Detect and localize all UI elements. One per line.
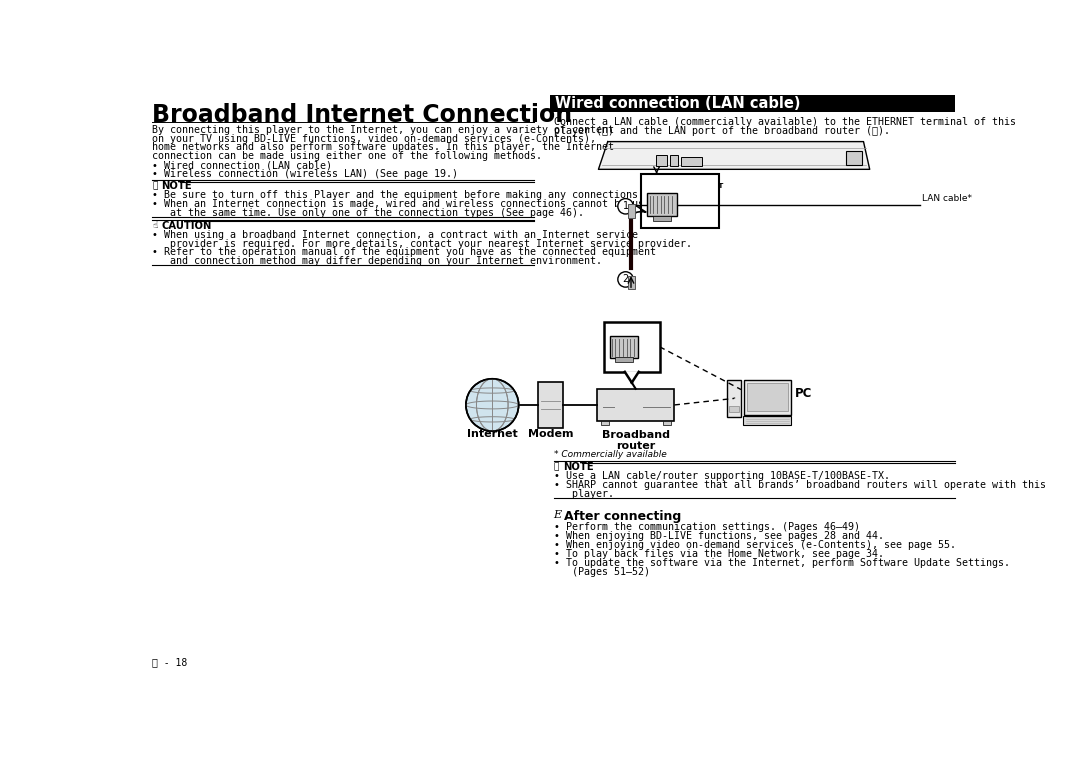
Bar: [600, 421, 608, 425]
Text: provider is required. For more details, contact your nearest Internet service pr: provider is required. For more details, …: [152, 239, 692, 249]
Bar: [550, 95, 955, 112]
Bar: [670, 156, 677, 166]
Text: • To play back files via the Home Network, see page 34.: • To play back files via the Home Networ…: [554, 549, 883, 559]
Text: ETHERNET
(10/100): ETHERNET (10/100): [681, 183, 724, 196]
Text: • Wireless connection (wireless LAN) (See page 19.): • Wireless connection (wireless LAN) (Se…: [152, 169, 458, 179]
Text: and connection method may differ depending on your Internet environment.: and connection method may differ dependi…: [152, 256, 602, 266]
Text: ⎘: ⎘: [152, 181, 158, 190]
Bar: [653, 215, 671, 221]
Text: • Be sure to turn off this Player and the equipment before making any connection: • Be sure to turn off this Player and th…: [152, 190, 644, 200]
Bar: [847, 151, 862, 165]
Bar: [743, 416, 792, 425]
Bar: [647, 193, 677, 216]
Text: player (①) and the LAN port of the broadband router (②).: player (①) and the LAN port of the broad…: [554, 126, 890, 136]
Text: By connecting this player to the Internet, you can enjoy a variety of content: By connecting this player to the Interne…: [152, 124, 615, 135]
Text: NOTE: NOTE: [161, 181, 192, 191]
Text: Broadband
router: Broadband router: [602, 430, 670, 451]
Text: After connecting: After connecting: [564, 510, 680, 523]
Text: Modem: Modem: [528, 429, 573, 439]
Polygon shape: [625, 372, 638, 382]
Text: Broadband Internet Connection: Broadband Internet Connection: [152, 103, 572, 127]
Text: • Perform the communication settings. (Pages 46–49): • Perform the communication settings. (P…: [554, 523, 860, 533]
Text: • When an Internet connection is made, wired and wireless connections cannot be : • When an Internet connection is made, w…: [152, 199, 656, 209]
Bar: [610, 336, 638, 358]
Bar: [604, 322, 660, 372]
Text: • To update the software via the Internet, perform Software Update Settings.: • To update the software via the Interne…: [554, 558, 1010, 568]
Text: Wired connection (LAN cable): Wired connection (LAN cable): [555, 96, 800, 111]
Text: Connect a LAN cable (commercially available) to the ETHERNET terminal of this: Connect a LAN cable (commercially availa…: [554, 117, 1015, 127]
Circle shape: [618, 272, 633, 287]
Bar: [597, 389, 674, 421]
Text: ☝: ☝: [152, 221, 158, 230]
Bar: [656, 156, 666, 166]
Text: player.: player.: [554, 489, 613, 499]
Circle shape: [465, 378, 518, 431]
Bar: [615, 357, 633, 362]
Text: * Commercially available: * Commercially available: [554, 450, 666, 459]
Text: 1: 1: [622, 201, 629, 211]
Text: ⎘: ⎘: [554, 462, 558, 471]
Text: on your TV using BD-LIVE functions, video on-demand services (e-Contents),: on your TV using BD-LIVE functions, vide…: [152, 134, 596, 143]
Bar: [680, 157, 702, 166]
Text: Internet: Internet: [467, 429, 517, 439]
Text: NOTE: NOTE: [563, 462, 593, 472]
Text: connection can be made using either one of the following methods.: connection can be made using either one …: [152, 151, 542, 161]
Text: • SHARP cannot guarantee that all brands’ broadband routers will operate with th: • SHARP cannot guarantee that all brands…: [554, 480, 1045, 490]
Text: LAN: LAN: [622, 359, 642, 368]
Text: 2: 2: [622, 275, 629, 285]
Bar: [744, 380, 791, 414]
Text: PC: PC: [795, 387, 812, 400]
Circle shape: [618, 198, 633, 214]
Text: • Use a LAN cable/router supporting 10BASE-T/100BASE-TX.: • Use a LAN cable/router supporting 10BA…: [554, 472, 890, 481]
Text: • Wired connection (LAN cable): • Wired connection (LAN cable): [152, 160, 332, 170]
Polygon shape: [598, 142, 869, 169]
Text: home networks and also perform software updates. In this player, the Internet: home networks and also perform software …: [152, 143, 615, 153]
Bar: [627, 204, 635, 218]
Text: • Refer to the operation manual of the equipment you have as the connected equip: • Refer to the operation manual of the e…: [152, 247, 656, 257]
Bar: [642, 174, 718, 228]
Text: • When enjoying video on-demand services (e-Contents), see page 55.: • When enjoying video on-demand services…: [554, 540, 956, 550]
Text: at the same time. Use only one of the connection types (See page 46).: at the same time. Use only one of the co…: [152, 208, 584, 217]
Text: E: E: [554, 510, 562, 520]
Bar: [627, 275, 635, 289]
Text: CAUTION: CAUTION: [161, 221, 212, 230]
Bar: [663, 421, 671, 425]
Text: • When enjoying BD-LIVE functions, see pages 28 and 44.: • When enjoying BD-LIVE functions, see p…: [554, 531, 883, 541]
Bar: [747, 383, 787, 411]
Text: • When using a broadband Internet connection, a contract with an Internet servic: • When using a broadband Internet connec…: [152, 230, 638, 240]
Text: ⓔ - 18: ⓔ - 18: [152, 658, 187, 668]
Bar: [538, 382, 563, 428]
Text: (Pages 51–52): (Pages 51–52): [554, 567, 649, 577]
Bar: [727, 380, 741, 417]
Bar: [729, 406, 739, 412]
Text: LAN cable*: LAN cable*: [922, 195, 972, 203]
